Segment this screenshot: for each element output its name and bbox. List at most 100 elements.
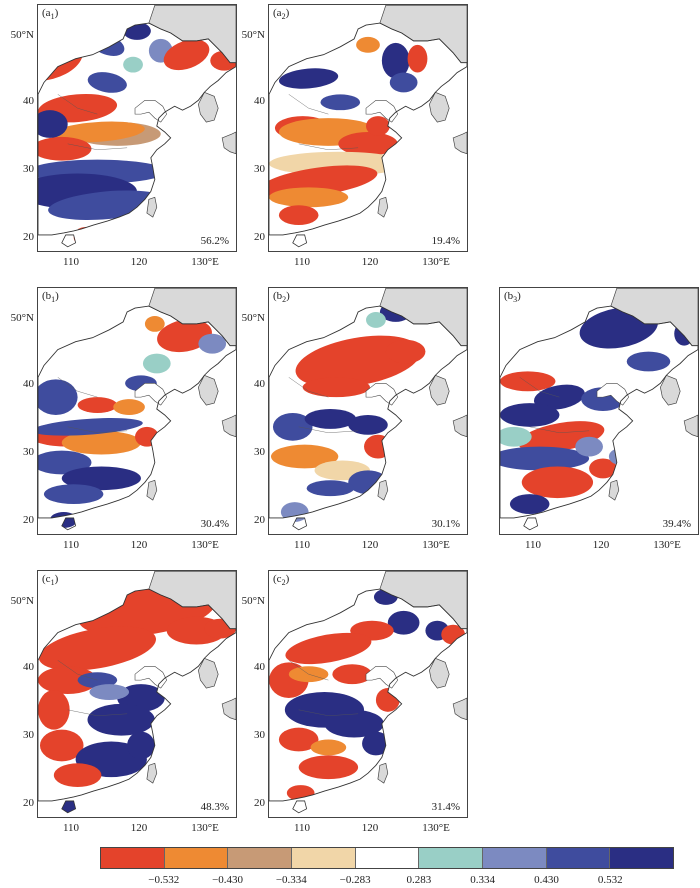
y-tick-label: 40 — [23, 378, 34, 390]
y-tick-label: 30 — [254, 163, 265, 175]
correlation-shading — [270, 306, 426, 522]
colorbar-segment — [292, 848, 356, 868]
x-tick-label: 130°E — [422, 539, 450, 551]
map-frame: (c1) 48.3% — [37, 570, 237, 818]
y-tick-label: 30 — [23, 163, 34, 175]
japan-land — [221, 414, 236, 438]
korea-land — [429, 374, 450, 406]
x-tick-label: 120 — [361, 539, 379, 551]
y-tick-label: 40 — [23, 661, 34, 673]
y-tick-label: 30 — [254, 446, 265, 458]
map-panel-b1: (b1) 30.4% 50°N 40 30 20 110 120 130°E — [11, 287, 237, 555]
y-tick-label: 20 — [254, 231, 265, 243]
x-tick-label: 110 — [524, 539, 542, 551]
colorbar-segment — [610, 848, 674, 868]
y-tick-label: 30 — [23, 729, 34, 741]
colorbar-tick-label: −0.283 — [339, 874, 371, 886]
y-tick-label: 50°N — [241, 595, 265, 607]
colorbar-tick-label: 0.532 — [597, 874, 623, 886]
taiwan-land — [377, 196, 389, 218]
panel-label: (c2) — [271, 572, 292, 591]
x-tick-label: 130°E — [191, 539, 219, 551]
correlation-shading — [269, 36, 428, 226]
taiwan-land — [377, 479, 389, 501]
correlation-shading — [500, 307, 695, 514]
colorbar-segment — [228, 848, 293, 868]
x-tick-label: 120 — [130, 256, 148, 268]
x-tick-label: 130°E — [422, 256, 450, 268]
explained-variance-label: 31.4% — [430, 801, 461, 813]
coastline — [38, 305, 236, 519]
x-tick-label: 120 — [361, 256, 379, 268]
taiwan-land — [146, 196, 158, 218]
x-tick-label: 120 — [130, 539, 148, 551]
colorbar-tick-label: −0.430 — [212, 874, 244, 886]
y-tick-label: 40 — [254, 95, 265, 107]
y-tick-label: 30 — [254, 729, 265, 741]
coastline — [269, 588, 467, 802]
explained-variance-label: 56.2% — [199, 235, 230, 247]
map-panel-c1: (c1) 48.3% 50°N 40 30 20 110 120 130°E — [11, 570, 237, 838]
x-tick-label: 130°E — [191, 822, 219, 834]
y-tick-label: 40 — [23, 95, 34, 107]
taiwan-land — [377, 762, 389, 784]
explained-variance-label: 30.1% — [430, 518, 461, 530]
explained-variance-label: 19.4% — [430, 235, 461, 247]
colorbar-segment — [355, 848, 420, 868]
x-tick-label: 110 — [293, 822, 311, 834]
map-b2 — [269, 288, 467, 534]
coastline — [269, 305, 467, 519]
panel-label: (b3) — [502, 289, 523, 308]
y-tick-label: 30 — [23, 446, 34, 458]
map-frame: (b3) 39.4% — [499, 287, 699, 535]
panel-label: (a2) — [271, 6, 292, 25]
map-a2 — [269, 5, 467, 251]
map-c2 — [269, 571, 467, 817]
coastline — [38, 22, 236, 236]
y-tick-label: 40 — [254, 661, 265, 673]
y-tick-label: 40 — [254, 378, 265, 390]
panel-label: (c1) — [40, 572, 61, 591]
colorbar-tick-label: 0.283 — [406, 874, 432, 886]
coastline — [38, 588, 236, 802]
panel-label: (b1) — [40, 289, 61, 308]
x-tick-label: 110 — [62, 539, 80, 551]
x-tick-label: 120 — [361, 822, 379, 834]
map-frame: (b2) 30.1% — [268, 287, 468, 535]
x-tick-label: 120 — [592, 539, 610, 551]
x-tick-label: 130°E — [653, 539, 681, 551]
map-panel-a1: (a1) 56.2% 50°N 40 30 20 110 120 130°E — [11, 4, 237, 272]
colorbar-tick-label: −0.532 — [148, 874, 180, 886]
map-frame: (b1) 30.4% — [37, 287, 237, 535]
colorbar-tick-label: 0.430 — [534, 874, 559, 886]
x-tick-label: 120 — [130, 822, 148, 834]
map-panel-c2: (c2) 31.4% 50°N 40 30 20 110 120 130°E — [242, 570, 468, 838]
japan-land — [221, 131, 236, 155]
japan-land — [452, 697, 467, 721]
korea-land — [198, 374, 219, 406]
japan-land — [221, 697, 236, 721]
colorbar-tick-label: −0.334 — [275, 874, 307, 886]
x-tick-label: 110 — [62, 822, 80, 834]
japan-land — [452, 131, 467, 155]
explained-variance-label: 30.4% — [199, 518, 230, 530]
colorbar — [100, 847, 674, 869]
panel-label: (a1) — [40, 6, 61, 25]
x-tick-label: 110 — [62, 256, 80, 268]
colorbar-segment — [164, 848, 229, 868]
y-tick-label: 20 — [254, 797, 265, 809]
x-tick-label: 130°E — [191, 256, 219, 268]
y-tick-label: 50°N — [241, 29, 265, 41]
map-b1 — [38, 288, 236, 534]
taiwan-land — [608, 479, 620, 501]
map-frame: (c2) 31.4% — [268, 570, 468, 818]
y-tick-label: 50°N — [10, 595, 34, 607]
map-c1 — [38, 571, 236, 817]
correlation-shading — [38, 315, 227, 528]
map-panel-b2: (b2) 30.1% 50°N 40 30 20 110 120 130°E — [242, 287, 468, 555]
coastline — [500, 305, 698, 519]
korea-land — [198, 657, 219, 689]
map-panel-b3: (b3) 39.4% 110 120 130°E — [499, 287, 699, 555]
y-tick-label: 50°N — [10, 29, 34, 41]
taiwan-land — [146, 762, 158, 784]
